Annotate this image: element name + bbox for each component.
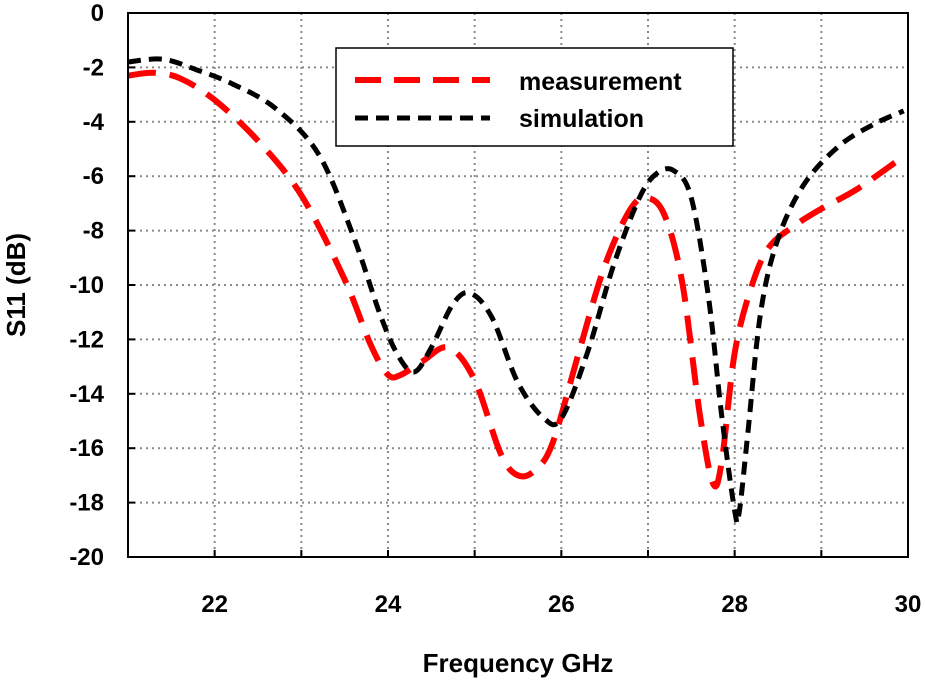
- legend-box: [335, 47, 734, 147]
- x-tick-label: 30: [895, 591, 922, 618]
- series-line-simulation: [128, 56, 905, 526]
- y-tick-label: -8: [83, 218, 104, 245]
- y-tick-label: -14: [69, 381, 104, 408]
- legend: measurement simulation: [335, 47, 734, 147]
- series-layer: [128, 56, 905, 526]
- y-tick-label: -20: [69, 544, 104, 571]
- x-tick-label: 26: [548, 591, 575, 618]
- y-tick-label: 0: [91, 0, 104, 27]
- y-tick-label: -10: [69, 272, 104, 299]
- x-axis-title: Frequency GHz: [423, 648, 614, 678]
- x-tick-label: 24: [375, 591, 402, 618]
- x-tick-label: 28: [721, 591, 748, 618]
- axis-ticks: 0 -2 -4 -6 -8 -10 -12 -14 -16 -18 -20 22 24 26 28 30: [69, 0, 921, 618]
- legend-label-simulation: simulation: [519, 105, 644, 133]
- y-tick-label: -2: [83, 54, 104, 81]
- legend-label-measurement: measurement: [519, 68, 682, 96]
- x-tick-label: 22: [201, 591, 228, 618]
- y-axis-title: S11 (dB): [1, 233, 31, 337]
- y-tick-label: -12: [69, 326, 104, 353]
- y-tick-label: -16: [69, 435, 104, 462]
- y-tick-label: -4: [83, 109, 105, 136]
- y-tick-label: -6: [83, 163, 104, 190]
- y-tick-label: -18: [69, 490, 104, 517]
